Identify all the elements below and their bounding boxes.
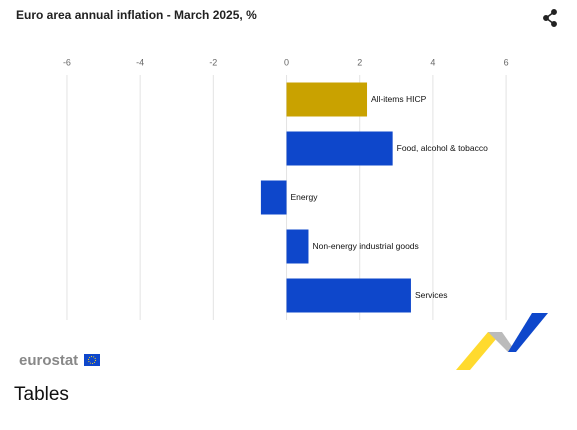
logo-text: eurostat xyxy=(19,352,78,369)
x-tick-label: 6 xyxy=(504,57,509,67)
x-tick-label: -4 xyxy=(136,57,144,67)
category-label: Energy xyxy=(291,192,319,202)
category-label: Services xyxy=(415,290,448,300)
plot: -6 -4 -2 0 2 4 6 All-items HICP Food, alcohol & … xyxy=(63,57,509,320)
x-tick-label: 2 xyxy=(357,57,362,67)
bar xyxy=(260,180,287,215)
bar xyxy=(286,229,309,264)
x-tick-label: 0 xyxy=(284,57,289,67)
x-tick-label: -2 xyxy=(209,57,217,67)
category-label: Non-energy industrial goods xyxy=(312,241,418,251)
share-icon[interactable] xyxy=(543,9,557,27)
category-label: Food, alcohol & tobacco xyxy=(397,143,488,153)
decoration xyxy=(456,313,548,370)
bar xyxy=(286,278,411,313)
x-tick-label: -6 xyxy=(63,57,71,67)
eurostat-logo: eurostat xyxy=(19,352,100,369)
category-label: All-items HICP xyxy=(371,94,427,104)
bar xyxy=(286,82,368,117)
x-tick-label: 4 xyxy=(430,57,435,67)
bar xyxy=(286,131,393,166)
chart-title: Euro area annual inflation - March 2025,… xyxy=(16,8,257,22)
section-heading: Tables xyxy=(14,384,69,405)
